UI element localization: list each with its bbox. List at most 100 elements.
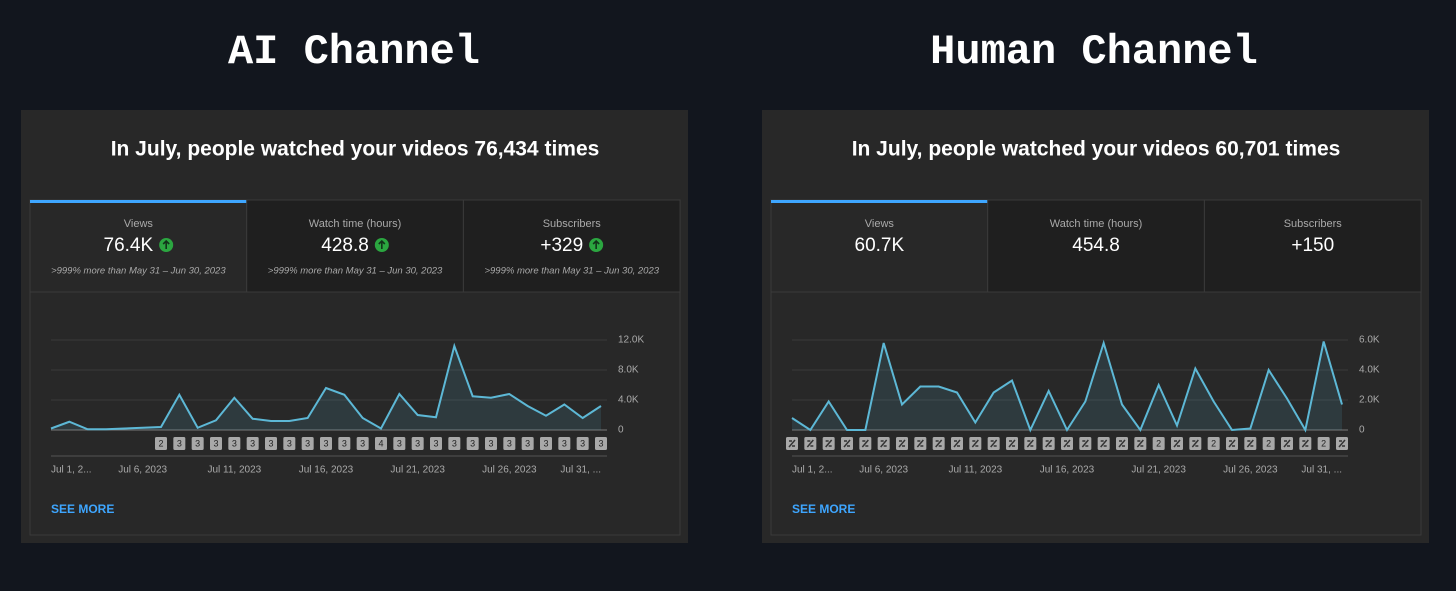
tab-value: 454.8 [1072, 235, 1120, 256]
line [791, 339, 1343, 433]
tab-label: Subscribers [1284, 218, 1343, 230]
video-badge[interactable] [503, 437, 516, 450]
video-badge-count: 4 [378, 438, 383, 448]
tab[interactable] [1203, 199, 1422, 293]
video-badge-icon [1246, 439, 1254, 448]
video-badge-count: 3 [213, 438, 218, 448]
x-tick-label: Jul 26, 2023 [482, 465, 537, 476]
video-badge[interactable] [1317, 437, 1330, 450]
video-badge-count: 3 [488, 438, 493, 448]
video-badge[interactable] [1152, 437, 1165, 450]
tab-label: Subscribers [543, 218, 602, 230]
video-badge-icon [916, 439, 924, 448]
tab-label: Views [865, 218, 895, 230]
video-badge-icon [1008, 439, 1016, 448]
video-badge[interactable] [155, 437, 167, 450]
video-badge[interactable] [558, 437, 571, 450]
video-badge-icon [1063, 439, 1071, 448]
tab-value: 76.4K [104, 235, 154, 256]
video-badge[interactable] [393, 437, 406, 450]
video-badge-icon [1338, 439, 1346, 448]
tab[interactable] [29, 199, 248, 293]
y-tick-label: 8.0K [618, 365, 639, 376]
video-badge[interactable] [576, 437, 589, 450]
video-badge[interactable] [485, 437, 497, 450]
tab-selected-bar [771, 200, 988, 203]
video-badge-icon [1191, 439, 1199, 448]
video-badge-icon [1100, 439, 1108, 448]
x-tick-label: Jul 1, 2... [792, 465, 833, 476]
y-tick-label: 0 [618, 425, 624, 436]
video-badge-icon [861, 439, 869, 448]
video-badge[interactable] [173, 437, 186, 450]
tab-value: +329 [540, 235, 583, 256]
tab-note: >999% more than May 31 – Jun 30, 2023 [51, 266, 226, 277]
tab[interactable] [770, 199, 989, 293]
y-tick-label: 2.0K [1359, 395, 1380, 406]
video-badge-icon [806, 439, 814, 448]
video-badge[interactable] [210, 437, 222, 450]
card [21, 110, 688, 543]
video-badge-count: 3 [452, 438, 457, 448]
x-tick-label: Jul 31, ... [1301, 465, 1342, 476]
heading: In July, people watched your videos 60,7… [852, 138, 1341, 161]
tab-label: Views [124, 218, 154, 230]
video-badge-count: 3 [470, 438, 475, 448]
x-tick-label: Jul 1, 2... [51, 465, 92, 476]
video-badge[interactable] [521, 437, 534, 450]
video-badge[interactable] [540, 437, 552, 450]
video-badge-count: 3 [598, 438, 603, 448]
tab-note: >999% more than May 31 – Jun 30, 2023 [268, 266, 443, 277]
video-badge-count: 2 [1156, 438, 1161, 448]
video-badge[interactable] [283, 437, 296, 450]
video-badge[interactable] [466, 437, 479, 450]
video-badge-icon [971, 439, 979, 448]
video-badge[interactable] [320, 437, 332, 450]
video-badge[interactable] [411, 437, 424, 450]
video-badge[interactable] [448, 437, 461, 450]
x-tick-label: Jul 11, 2023 [207, 465, 261, 476]
video-badge[interactable] [1262, 437, 1275, 450]
video-badge[interactable] [375, 437, 387, 450]
video-badge-count: 3 [543, 438, 548, 448]
heading: In July, people watched your videos 76,4… [111, 138, 600, 161]
video-badge-count: 3 [525, 438, 530, 448]
video-badge-count: 2 [1321, 438, 1326, 448]
trend-up-arrow [162, 239, 170, 249]
x-tick-label: Jul 11, 2023 [948, 465, 1002, 476]
video-badge-count: 3 [268, 438, 273, 448]
video-badge-icon [843, 439, 851, 448]
x-tick-label: Jul 31, ... [560, 465, 601, 476]
x-tick-label: Jul 21, 2023 [1131, 465, 1186, 476]
x-tick-label: Jul 26, 2023 [1223, 465, 1278, 476]
video-badge-count: 3 [562, 438, 567, 448]
trend-up-arrow [592, 239, 600, 249]
see-more[interactable]: SEE MORE [792, 502, 855, 516]
tab-selected-bar [30, 200, 247, 203]
video-badge-count: 3 [232, 438, 237, 448]
tab[interactable] [462, 199, 681, 293]
video-badge-icon [1118, 439, 1126, 448]
video-badge-count: 3 [507, 438, 512, 448]
video-badge-count: 3 [195, 438, 200, 448]
y-tick-label: 0 [1359, 425, 1365, 436]
x-tick-label: Jul 16, 2023 [1040, 465, 1095, 476]
video-badge[interactable] [301, 437, 314, 450]
see-more[interactable]: SEE MORE [51, 502, 114, 516]
video-badge[interactable] [338, 437, 351, 450]
video-badge-icon [1081, 439, 1089, 448]
video-badge-icon [990, 439, 998, 448]
video-badge[interactable] [246, 437, 259, 450]
video-badge[interactable] [228, 437, 241, 450]
tab[interactable] [246, 199, 464, 293]
video-badge[interactable] [1207, 437, 1220, 450]
tab[interactable] [987, 199, 1205, 293]
video-badge-count: 3 [177, 438, 182, 448]
video-badge[interactable] [430, 437, 442, 450]
video-badge[interactable] [356, 437, 369, 450]
video-badge[interactable] [191, 437, 204, 450]
video-badge[interactable] [265, 437, 277, 450]
video-badge[interactable] [595, 437, 607, 450]
area [792, 341, 1342, 430]
